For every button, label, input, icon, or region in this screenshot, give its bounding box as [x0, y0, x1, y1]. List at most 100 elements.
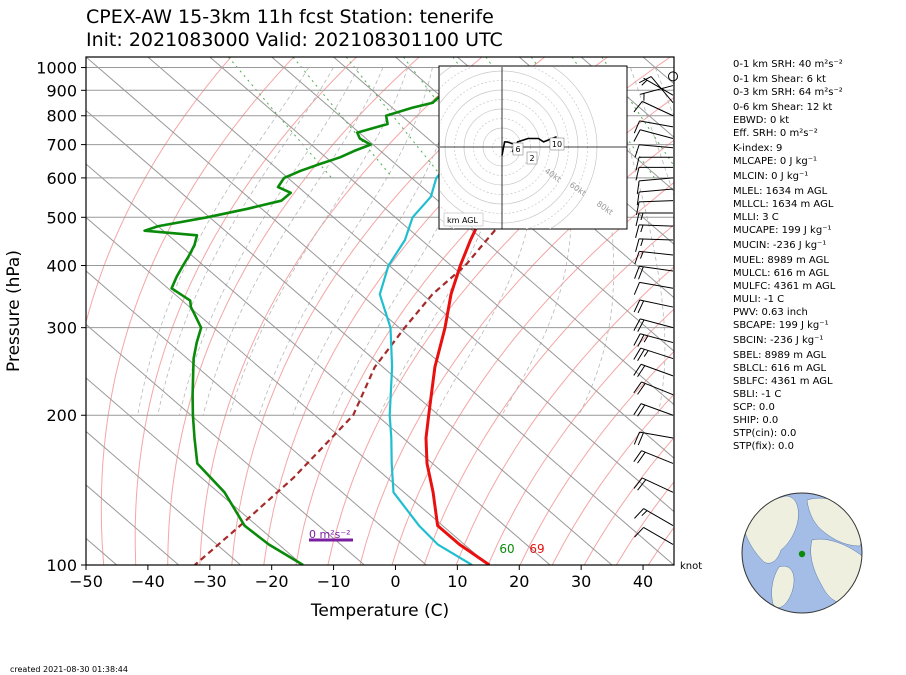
- y-tick-label: 900: [46, 81, 77, 100]
- barb-staff: [639, 299, 674, 308]
- isotherm: [86, 163, 551, 565]
- barb-staff: [640, 85, 674, 95]
- isotherm: [86, 323, 365, 565]
- isotherm: [86, 57, 674, 565]
- barb-flag: [633, 403, 642, 416]
- barb-flag: [637, 349, 645, 361]
- index-line: MUCIN: -236 J kg⁻¹: [733, 240, 826, 251]
- station-marker: [798, 550, 806, 558]
- barb-staff: [639, 250, 674, 256]
- marker-text: 6: [515, 145, 520, 154]
- barb-flag: [635, 157, 640, 171]
- barb-flag: [638, 266, 644, 280]
- barb-half-flag: [639, 251, 644, 259]
- y-tick-label: 500: [46, 208, 77, 227]
- srh-label: 0 m²s⁻²: [309, 528, 351, 541]
- index-line: MULCL: 616 m AGL: [733, 268, 829, 279]
- wind-barb: [633, 431, 674, 446]
- barb-staff: [650, 76, 674, 103]
- index-line: SBCIN: -236 J kg⁻¹: [733, 335, 823, 346]
- y-tick-label: 800: [46, 107, 77, 126]
- barb-staff: [640, 363, 674, 377]
- marker-box: [526, 151, 538, 165]
- barb-flag: [635, 224, 640, 238]
- x-tick-label: −40: [131, 572, 165, 591]
- wind-barb: [635, 212, 673, 227]
- isotherm: [86, 109, 613, 565]
- surface-temperature-label: 69: [529, 542, 544, 556]
- barb-flag: [633, 129, 641, 142]
- dewpoint-profile: [143, 66, 538, 565]
- index-line: EBWD: 0 kt: [733, 115, 789, 126]
- index-line: SBLFC: 4361 m AGL: [733, 376, 833, 387]
- mixing-ratio-line: [292, 57, 394, 179]
- index-line: MULFC: 4361 m AGL: [733, 281, 836, 292]
- barb-flag: [634, 144, 640, 158]
- barb-flag: [633, 333, 641, 346]
- index-line: Eff. SRH: 0 m²s⁻²: [733, 128, 818, 139]
- barb-staff: [639, 144, 674, 149]
- chart-title-line2: Init: 2021083000 Valid: 202108301100 UTC: [86, 29, 503, 51]
- dry-adiabat: [134, 57, 357, 565]
- indices-list: 0-1 km SRH: 40 m²s⁻² 0-1 km Shear: 6 kt 0-…: [733, 59, 843, 452]
- barb-staff: [639, 188, 674, 193]
- isotherm: [209, 57, 674, 459]
- barb-flag: [637, 365, 646, 378]
- moist-adiabat: [179, 67, 359, 416]
- chart-title-line1: CPEX-AW 15-3km 11h fcst Station: tenerif…: [86, 6, 494, 28]
- index-line: 0-1 km Shear: 6 kt: [733, 74, 826, 85]
- index-line: 0-6 km Shear: 12 kt: [733, 102, 832, 113]
- barb-flag: [633, 120, 640, 134]
- barb-staff: [641, 450, 674, 464]
- y-tick-label: 100: [46, 556, 77, 575]
- wind-barb: [634, 526, 674, 545]
- barb-staff: [643, 526, 674, 545]
- barb-flag: [634, 251, 640, 265]
- barb-flag: [633, 101, 643, 113]
- index-line: SBEL: 8989 m AGL: [733, 350, 827, 361]
- wind-barb: [633, 299, 674, 314]
- barb-flag: [635, 167, 640, 181]
- y-tick-label: 200: [46, 406, 77, 425]
- marker-text: 2: [529, 154, 534, 163]
- barb-flag: [633, 477, 643, 489]
- barb-half-flag: [641, 79, 648, 86]
- barb-flag: [633, 450, 642, 462]
- wind-barb: [633, 347, 674, 361]
- barb-staff: [639, 120, 674, 128]
- wind-barb: [633, 100, 674, 117]
- axis-ticks: −50 −40 −30 −20 −10 0 10 20 30 40 100 200 300 400 500 6…: [36, 59, 653, 591]
- barb-flag: [637, 404, 646, 417]
- barb-staff: [639, 281, 674, 289]
- dry-adiabat: [86, 57, 232, 325]
- dry-adiabat: [100, 57, 295, 565]
- x-tick-label: 10: [447, 572, 467, 591]
- barb-flag: [633, 363, 642, 376]
- x-tick-label: −20: [255, 572, 289, 591]
- barb-flag: [635, 212, 640, 227]
- barb-half-flag: [641, 510, 648, 517]
- index-line: MLEL: 1634 m AGL: [733, 186, 828, 197]
- wind-barb: [633, 363, 674, 378]
- wind-barb: [633, 450, 674, 464]
- barb-flag: [635, 201, 640, 216]
- x-tick-label: −50: [69, 572, 103, 591]
- wind-barb: [633, 281, 674, 295]
- wind-barb: [634, 508, 674, 527]
- barb-staff: [639, 238, 674, 241]
- barb-flag: [637, 300, 645, 314]
- y-tick-label: 600: [46, 169, 77, 188]
- barb-flag: [634, 508, 644, 519]
- wind-barb: [635, 156, 673, 171]
- barb-flag: [635, 238, 640, 252]
- wind-barb: [636, 188, 674, 206]
- index-line: MLCIN: 0 J kg⁻¹: [733, 171, 808, 182]
- wind-barb: [668, 71, 678, 82]
- barb-staff: [640, 129, 674, 139]
- index-line: MUEL: 8989 m AGL: [733, 255, 829, 266]
- wind-barb: [635, 238, 674, 252]
- barb-half-flag: [643, 335, 649, 343]
- isotherm: [147, 57, 674, 513]
- wind-barb: [634, 250, 674, 265]
- x-tick-label: −30: [193, 572, 227, 591]
